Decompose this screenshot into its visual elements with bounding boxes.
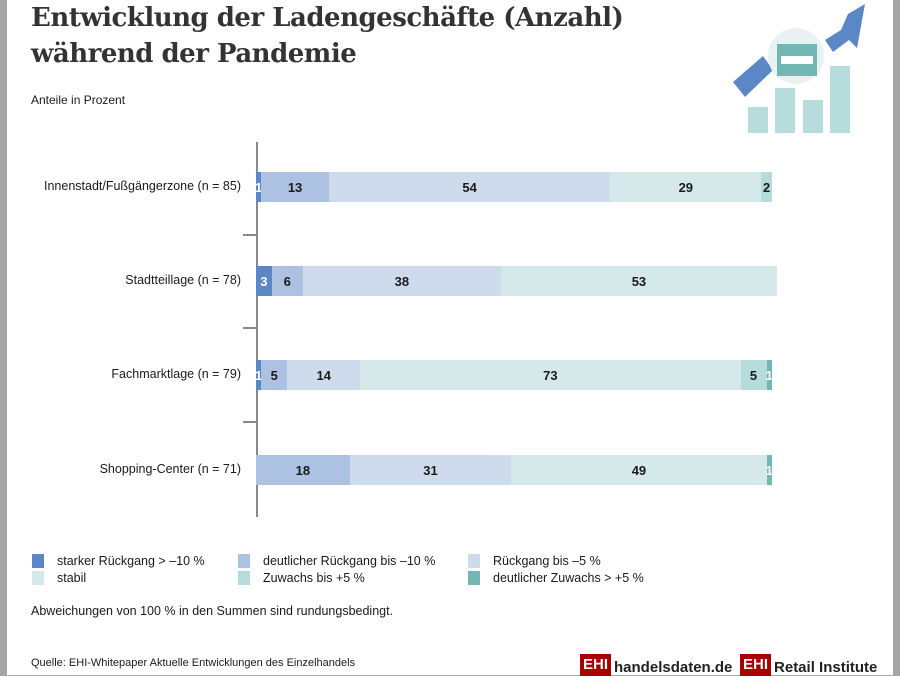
bar-segment: 3 [256, 266, 272, 296]
bar-segment: 1 [255, 360, 262, 390]
ehi-retail-logo: EHI Retail Institute [740, 654, 877, 676]
legend-label: starker Rückgang > –10 % [57, 554, 205, 568]
bar-segment: 1 [766, 455, 773, 485]
legend-item: starker Rückgang > –10 % [32, 553, 262, 569]
bar-segment: 31 [349, 455, 512, 485]
bar-segment: 14 [287, 360, 361, 390]
legend-item: Zuwachs bis +5 % [238, 570, 468, 586]
bar-segment: 13 [261, 172, 329, 202]
legend-swatch [468, 571, 480, 585]
category-label: Stadtteillage (n = 78) [125, 273, 241, 287]
legend-item: stabil [32, 570, 262, 586]
bar-segment: 2 [761, 172, 772, 202]
legend-swatch [468, 554, 480, 568]
bar-segment: 1 [766, 360, 773, 390]
legend-item: deutlicher Rückgang bis –10 % [238, 553, 468, 569]
legend-label: stabil [57, 571, 87, 585]
category-label: Innenstadt/Fußgängerzone (n = 85) [43, 179, 241, 193]
chart-subtitle: Anteile in Prozent [31, 93, 126, 107]
bar-segment: 73 [360, 360, 741, 390]
logo-box: EHI [740, 654, 772, 676]
category-label: Fachmarktlage (n = 79) [111, 367, 241, 381]
bar-segment: 38 [302, 266, 501, 296]
bar-segment: 18 [256, 455, 350, 485]
bar-segment: 49 [511, 455, 767, 485]
legend-item: deutlicher Zuwachs > +5 % [468, 570, 698, 586]
y-axis [256, 142, 258, 517]
bar-segment: 54 [328, 172, 611, 202]
handelsdaten-logo: EHI handelsdaten.de [580, 654, 732, 676]
page: Entwicklung der Ladengeschäfte (Anzahl) … [7, 0, 893, 676]
logo-text: Retail Institute [774, 659, 878, 676]
legend-label: Zuwachs bis +5 % [263, 571, 365, 585]
rounding-note: Abweichungen von 100 % in den Summen sin… [31, 604, 394, 618]
bar-segment: 6 [271, 266, 303, 296]
legend-swatch [238, 554, 250, 568]
legend-item: Rückgang bis –5 % [468, 553, 698, 569]
bar-chart-arrow-shop-icon [733, 4, 865, 133]
bar-segment: 1 [255, 172, 262, 202]
bar-segment: 53 [500, 266, 777, 296]
chart-title: Entwicklung der Ladengeschäfte (Anzahl) … [31, 3, 624, 69]
legend-label: deutlicher Rückgang bis –10 % [263, 554, 436, 568]
axis-tick [243, 421, 257, 423]
legend-label: deutlicher Zuwachs > +5 % [493, 571, 644, 585]
source-note: Quelle: EHI-Whitepaper Aktuelle Entwickl… [31, 657, 356, 669]
category-label: Shopping-Center (n = 71) [99, 462, 241, 476]
legend-swatch [32, 554, 44, 568]
bar-segment: 29 [610, 172, 762, 202]
legend-swatch [32, 571, 44, 585]
legend-swatch [238, 571, 250, 585]
legend-label: Rückgang bis –5 % [493, 554, 601, 568]
bar-segment: 5 [261, 360, 288, 390]
bar-segment: 5 [740, 360, 767, 390]
logo-box: EHI [580, 654, 612, 676]
axis-tick [243, 234, 257, 236]
logo-text: handelsdaten.de [614, 659, 733, 676]
axis-tick [243, 327, 257, 329]
